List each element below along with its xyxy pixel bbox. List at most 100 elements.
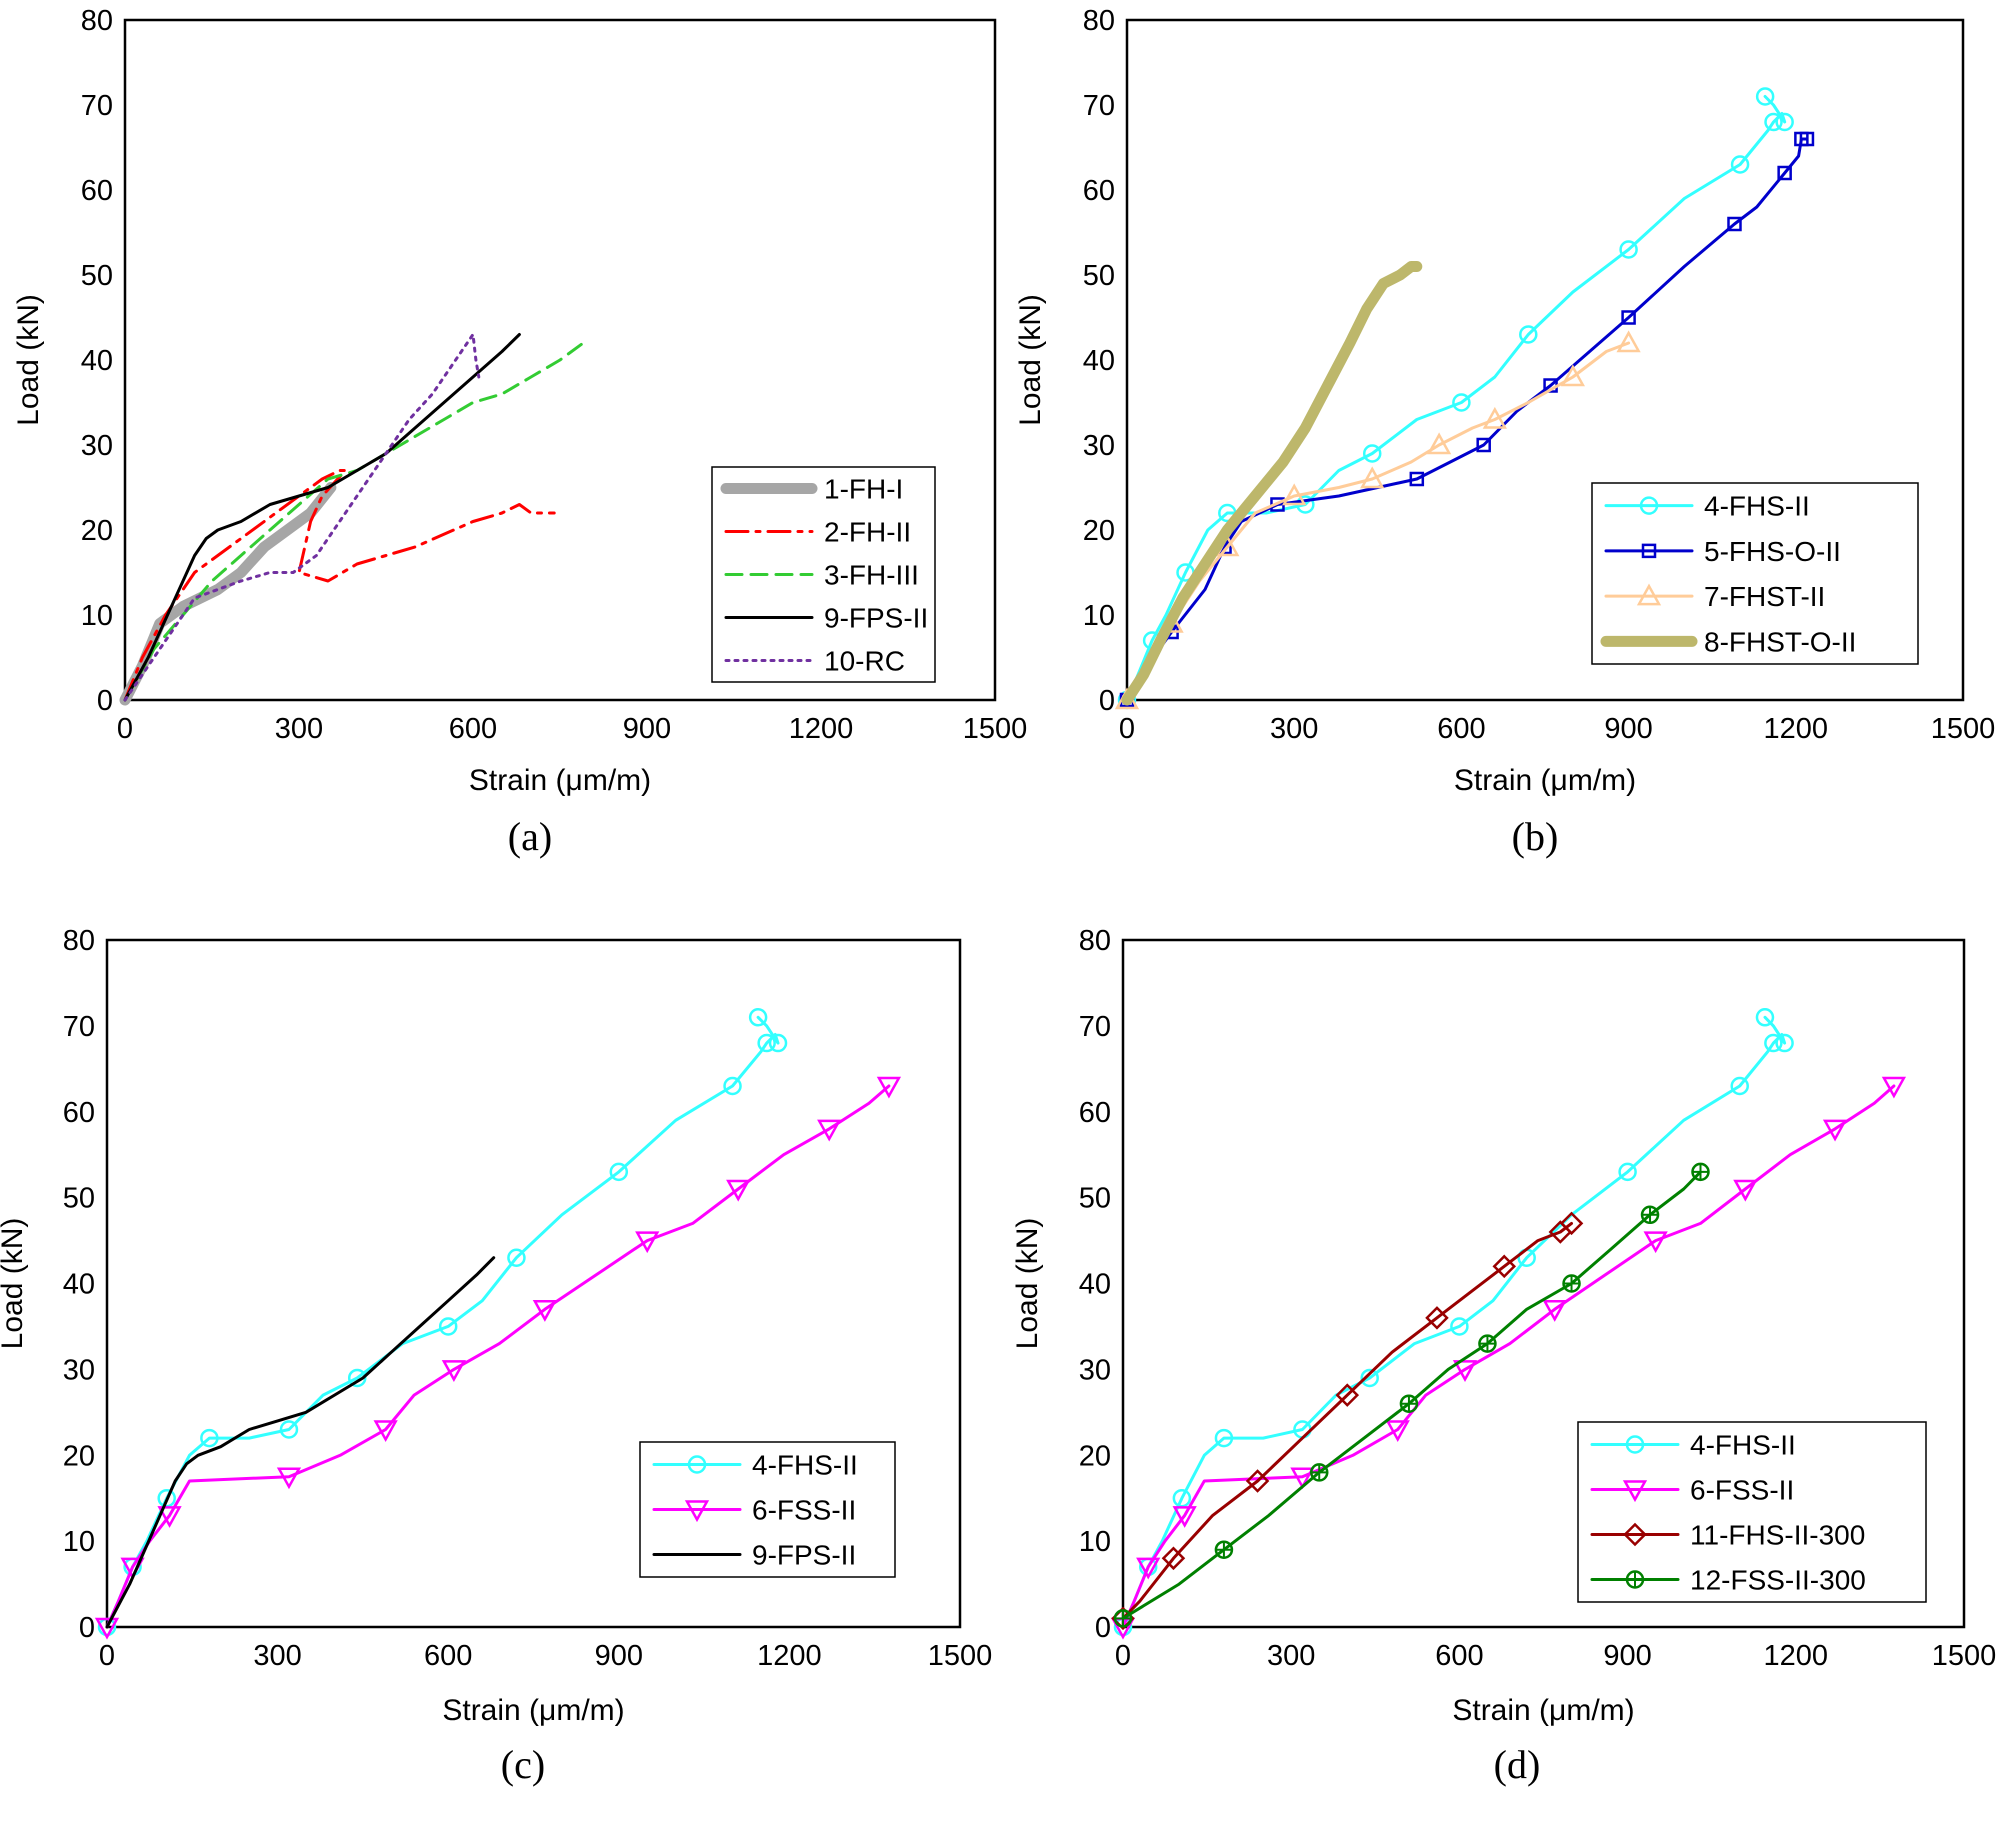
- series-line: [123, 341, 585, 702]
- x-tick-label: 900: [595, 1640, 643, 1672]
- data-point: [1775, 112, 1794, 132]
- data-point: [1542, 1300, 1567, 1322]
- legend-label: 3-FH-III: [824, 560, 919, 591]
- y-tick-label: 60: [1083, 175, 1115, 207]
- data-point: [1643, 1231, 1668, 1254]
- y-tick-label: 0: [79, 1612, 95, 1644]
- y-tick-label: 70: [81, 90, 113, 122]
- data-point: [1519, 325, 1538, 344]
- legend-marker: [1625, 1435, 1645, 1454]
- plot-frame: [1125, 18, 1965, 702]
- series-12-FSS-II-300: [1113, 1162, 1710, 1628]
- y-tick-label: 30: [81, 430, 113, 462]
- x-axis-label: Strain (μm/m): [442, 1694, 624, 1727]
- data-point: [276, 1467, 302, 1490]
- data-point: [876, 1076, 902, 1099]
- y-axis-label: Load (kN): [12, 294, 45, 426]
- data-point: [94, 1617, 120, 1640]
- y-tick-label: 30: [1083, 430, 1115, 462]
- panel-caption: (b): [1512, 814, 1559, 859]
- series-2-FH-II: [123, 469, 556, 702]
- y-tick-label: 80: [1079, 925, 1111, 957]
- data-point: [200, 1428, 219, 1448]
- data-point: [768, 1033, 788, 1053]
- y-tick-label: 60: [81, 175, 113, 207]
- legend-label: 6-FSS-II: [1690, 1475, 1794, 1506]
- data-point: [1618, 1162, 1637, 1182]
- series-line: [119, 482, 337, 706]
- data-point: [1425, 1306, 1449, 1330]
- x-tick-label: 1500: [963, 713, 1028, 745]
- data-point: [1360, 466, 1385, 489]
- x-axis-label: Strain (μm/m): [469, 764, 651, 797]
- data-point: [1492, 1254, 1517, 1279]
- panel-caption: (a): [508, 814, 552, 859]
- series-line: [123, 333, 521, 702]
- data-point: [817, 1119, 842, 1142]
- data-point: [507, 1248, 526, 1267]
- data-point: [1172, 1506, 1197, 1528]
- data-point: [1409, 471, 1425, 487]
- y-tick-label: 0: [97, 685, 113, 717]
- data-point: [1450, 1317, 1469, 1336]
- data-point: [1559, 1211, 1584, 1236]
- data-point: [1385, 1420, 1410, 1443]
- x-tick-label: 900: [1603, 1640, 1651, 1672]
- data-point: [532, 1300, 557, 1322]
- series-line: [1121, 1015, 1787, 1629]
- legend: 4-FHS-II 5-FHS-O-II 7-FHST-II 8-FHST-O-II: [1591, 482, 1919, 665]
- data-point: [1822, 1119, 1848, 1142]
- legend-marker: [1622, 1480, 1648, 1503]
- chart-panel-4: 0 300 600 900 1200 1500 0 10 20 30 40 50 60 70 80 Strai…: [1011, 925, 1996, 1787]
- legend-marker: [1623, 1522, 1647, 1547]
- data-point: [1214, 1540, 1234, 1559]
- y-tick-label: 50: [1079, 1183, 1111, 1215]
- y-tick-label: 20: [1079, 1440, 1111, 1472]
- data-point: [1482, 406, 1507, 429]
- x-tick-label: 900: [1604, 713, 1652, 745]
- data-point: [1113, 1609, 1133, 1628]
- y-tick-label: 70: [1083, 90, 1115, 122]
- series-line: [1125, 341, 1631, 702]
- series-line: [1121, 1221, 1573, 1620]
- data-point: [1755, 1008, 1775, 1027]
- data-point: [1727, 216, 1742, 232]
- legend: 4-FHS-II 6-FSS-II 11-FHS-II-300 12-FSS-II-3…: [1577, 1421, 1927, 1603]
- y-tick-label: 70: [63, 1011, 95, 1043]
- x-tick-label: 600: [1437, 713, 1485, 745]
- data-point: [1616, 330, 1641, 353]
- x-tick-label: 600: [449, 713, 497, 745]
- data-point: [748, 1008, 768, 1027]
- y-tick-label: 10: [1079, 1526, 1111, 1558]
- series-line: [1121, 1170, 1702, 1620]
- y-tick-label: 0: [1095, 1612, 1111, 1644]
- panel-caption: (c): [501, 1742, 545, 1787]
- y-tick-label: 80: [63, 925, 95, 957]
- y-tick-label: 80: [81, 5, 113, 37]
- data-point: [1476, 437, 1491, 453]
- data-point: [1245, 1469, 1270, 1493]
- data-point: [1452, 393, 1471, 412]
- legend-label: 9-FPS-II: [824, 603, 928, 634]
- chart-panel-1: 0 300 600 900 1200 1500 0 10 20 30 40 50 60 70 80 Strai…: [12, 5, 1027, 859]
- data-point: [1691, 1162, 1710, 1182]
- data-point: [609, 1162, 629, 1182]
- legend-label: 9-FPS-II: [752, 1540, 856, 1571]
- y-tick-label: 10: [81, 600, 113, 632]
- data-point: [1214, 1428, 1234, 1448]
- y-tick-label: 40: [1079, 1269, 1111, 1301]
- y-tick-label: 50: [81, 260, 113, 292]
- legend-label: 5-FHS-O-II: [1704, 536, 1841, 567]
- x-tick-label: 300: [275, 713, 323, 745]
- legend-label: 10-RC: [824, 646, 905, 677]
- data-point: [1335, 1383, 1360, 1407]
- plot-frame: [123, 18, 997, 702]
- legend-label: 12-FSS-II-300: [1690, 1565, 1866, 1596]
- data-point: [1733, 1179, 1758, 1202]
- y-tick-label: 30: [63, 1354, 95, 1386]
- data-point: [373, 1420, 398, 1443]
- data-point: [1362, 444, 1382, 463]
- data-point: [441, 1360, 467, 1382]
- x-tick-label: 0: [1115, 1640, 1131, 1672]
